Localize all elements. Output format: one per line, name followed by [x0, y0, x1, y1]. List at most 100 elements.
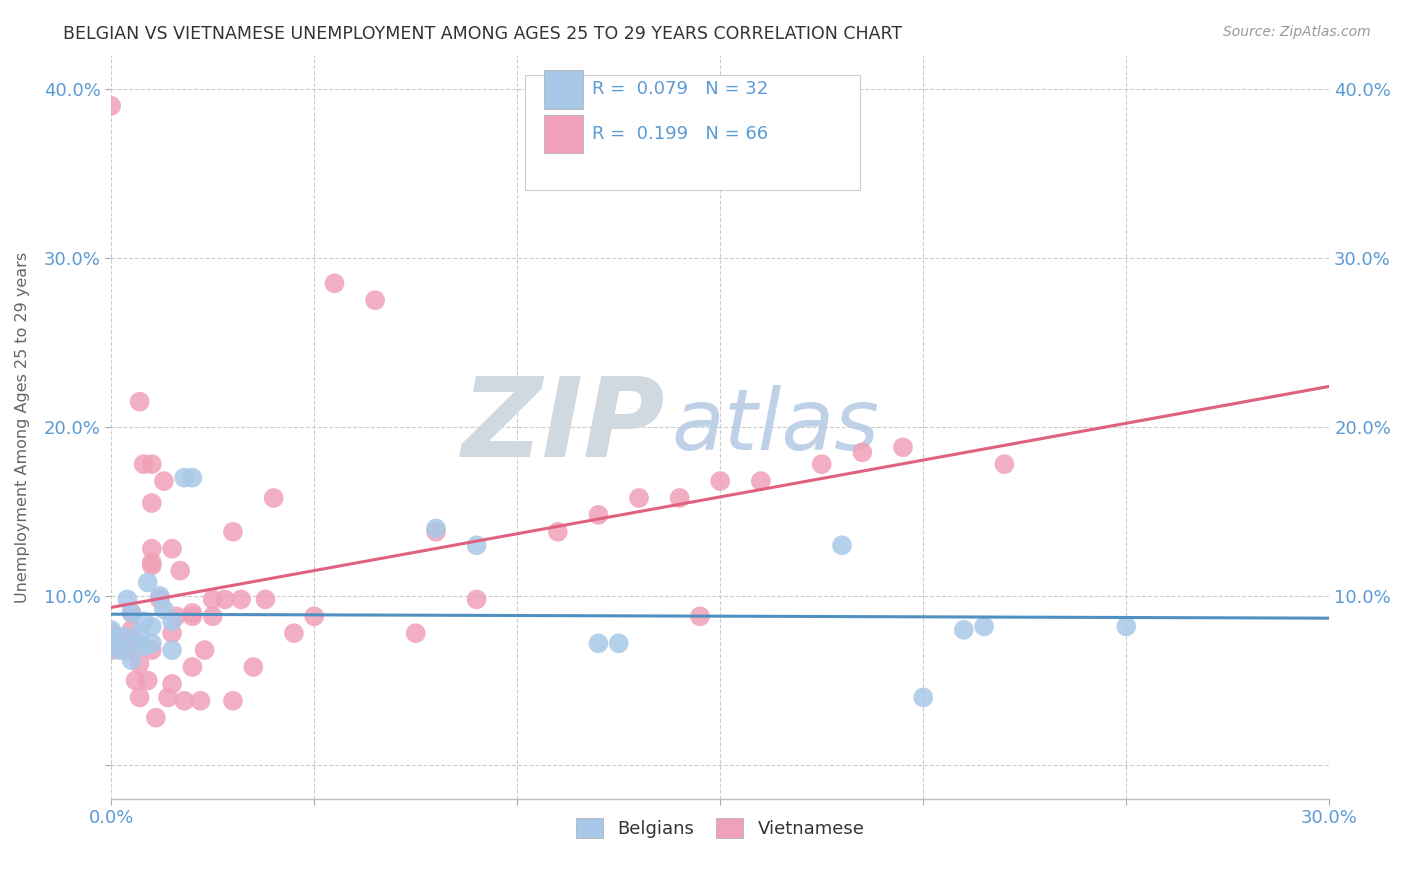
Point — [173, 471, 195, 485]
Point — [117, 632, 139, 646]
Point — [153, 602, 176, 616]
Point — [425, 524, 447, 539]
Point — [145, 711, 167, 725]
Point — [607, 636, 630, 650]
Point — [108, 643, 131, 657]
Point — [588, 508, 610, 522]
FancyBboxPatch shape — [526, 75, 860, 191]
Point — [141, 636, 163, 650]
Point — [141, 555, 163, 569]
Point — [425, 521, 447, 535]
Point — [181, 606, 204, 620]
Point — [668, 491, 690, 505]
Point — [100, 623, 122, 637]
Point — [242, 660, 264, 674]
Point — [128, 394, 150, 409]
Point — [1115, 619, 1137, 633]
Point — [136, 575, 159, 590]
Point — [953, 623, 976, 637]
Point — [190, 694, 212, 708]
Point — [100, 643, 122, 657]
Point — [100, 636, 122, 650]
Point — [108, 640, 131, 654]
Point — [891, 440, 914, 454]
Point — [100, 640, 122, 654]
Point — [588, 636, 610, 650]
Point — [165, 609, 187, 624]
Point — [173, 694, 195, 708]
Point — [132, 615, 155, 629]
Point — [141, 643, 163, 657]
Point — [141, 541, 163, 556]
Point — [973, 619, 995, 633]
Point — [132, 640, 155, 654]
Point — [160, 643, 183, 657]
Point — [160, 615, 183, 629]
Point — [132, 457, 155, 471]
Point — [214, 592, 236, 607]
Point — [254, 592, 277, 607]
Point — [128, 626, 150, 640]
Point — [465, 538, 488, 552]
FancyBboxPatch shape — [544, 70, 582, 109]
Point — [149, 589, 172, 603]
Point — [364, 293, 387, 308]
Point — [709, 474, 731, 488]
Point — [749, 474, 772, 488]
Point — [121, 606, 143, 620]
Point — [141, 496, 163, 510]
Point — [263, 491, 285, 505]
Point — [851, 445, 873, 459]
Point — [222, 694, 245, 708]
Point — [193, 643, 215, 657]
Point — [831, 538, 853, 552]
Point — [100, 626, 122, 640]
Y-axis label: Unemployment Among Ages 25 to 29 years: Unemployment Among Ages 25 to 29 years — [15, 252, 30, 603]
Point — [201, 592, 224, 607]
Point — [128, 690, 150, 705]
Point — [149, 592, 172, 607]
Point — [136, 673, 159, 688]
Point — [689, 609, 711, 624]
Point — [121, 623, 143, 637]
Point — [201, 609, 224, 624]
Point — [121, 653, 143, 667]
Point — [141, 619, 163, 633]
Point — [160, 677, 183, 691]
Point — [121, 643, 143, 657]
Point — [112, 643, 135, 657]
Point — [627, 491, 650, 505]
Text: Source: ZipAtlas.com: Source: ZipAtlas.com — [1223, 25, 1371, 39]
Point — [222, 524, 245, 539]
Point — [547, 524, 569, 539]
Point — [302, 609, 325, 624]
Point — [181, 609, 204, 624]
Point — [108, 636, 131, 650]
Text: atlas: atlas — [672, 385, 880, 468]
Point — [229, 592, 252, 607]
Point — [128, 657, 150, 671]
Point — [283, 626, 305, 640]
Point — [112, 630, 135, 644]
Legend: Belgians, Vietnamese: Belgians, Vietnamese — [569, 811, 872, 846]
Point — [124, 636, 146, 650]
Point — [121, 606, 143, 620]
Point — [141, 558, 163, 573]
Point — [100, 632, 122, 646]
Point — [153, 474, 176, 488]
Point — [141, 457, 163, 471]
Point — [108, 636, 131, 650]
Point — [181, 471, 204, 485]
Point — [405, 626, 427, 640]
Point — [912, 690, 935, 705]
Text: R =  0.079   N = 32: R = 0.079 N = 32 — [592, 80, 769, 98]
Point — [993, 457, 1015, 471]
Text: ZIP: ZIP — [463, 374, 665, 481]
Point — [181, 660, 204, 674]
Point — [160, 626, 183, 640]
Point — [157, 690, 180, 705]
Point — [465, 592, 488, 607]
Point — [100, 640, 122, 654]
Text: R =  0.199   N = 66: R = 0.199 N = 66 — [592, 125, 769, 143]
Point — [124, 673, 146, 688]
